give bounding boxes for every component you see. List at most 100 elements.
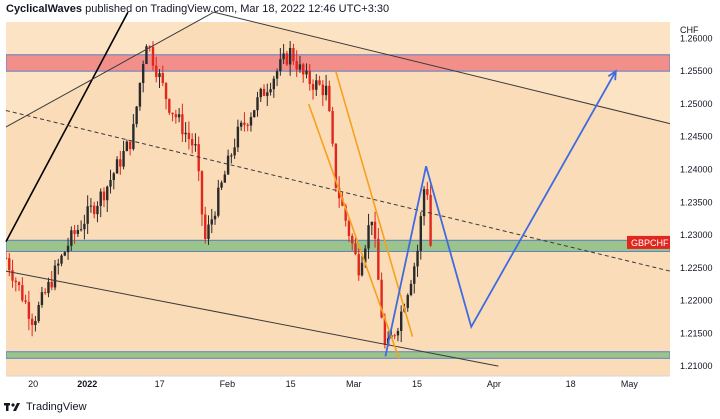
zone-resistance[interactable] bbox=[6, 54, 670, 72]
candle[interactable] bbox=[86, 195, 89, 234]
author-name[interactable]: CyclicalWaves bbox=[6, 3, 83, 15]
candle[interactable] bbox=[272, 75, 276, 98]
candle[interactable] bbox=[135, 105, 138, 128]
candle[interactable] bbox=[92, 201, 96, 219]
candle[interactable] bbox=[210, 208, 213, 234]
candle[interactable] bbox=[181, 103, 184, 143]
candle[interactable] bbox=[249, 112, 253, 132]
trendline[interactable] bbox=[5, 270, 499, 367]
candle[interactable] bbox=[132, 114, 135, 151]
candle[interactable] bbox=[285, 50, 289, 67]
candle[interactable] bbox=[220, 180, 223, 191]
candle[interactable] bbox=[125, 139, 129, 152]
candle[interactable] bbox=[207, 215, 210, 245]
candle[interactable] bbox=[30, 313, 34, 337]
candle[interactable] bbox=[409, 279, 413, 297]
candle[interactable] bbox=[155, 56, 158, 83]
candle[interactable] bbox=[89, 198, 93, 213]
candle[interactable] bbox=[73, 225, 76, 244]
candle[interactable] bbox=[174, 109, 178, 124]
candle[interactable] bbox=[262, 84, 266, 97]
trendline[interactable] bbox=[5, 11, 129, 242]
candle[interactable] bbox=[102, 187, 106, 208]
candle[interactable] bbox=[27, 290, 31, 331]
candle[interactable] bbox=[112, 171, 115, 190]
candle[interactable] bbox=[305, 63, 308, 79]
candle[interactable] bbox=[70, 226, 73, 251]
candle[interactable] bbox=[106, 185, 109, 212]
candle[interactable] bbox=[76, 224, 80, 238]
candle[interactable] bbox=[177, 108, 181, 123]
trendline[interactable] bbox=[5, 110, 671, 272]
candle[interactable] bbox=[295, 50, 298, 77]
candle[interactable] bbox=[292, 43, 295, 65]
candle[interactable] bbox=[302, 62, 305, 83]
candle[interactable] bbox=[37, 301, 40, 324]
candle[interactable] bbox=[34, 316, 37, 332]
candle[interactable] bbox=[96, 201, 99, 223]
candle[interactable] bbox=[230, 153, 233, 164]
candle[interactable] bbox=[171, 112, 174, 122]
candle[interactable] bbox=[318, 75, 321, 86]
time-axis[interactable]: 20 2022 17 Feb 15 Mar 15 Apr 18 May bbox=[6, 375, 670, 389]
candle[interactable] bbox=[119, 150, 122, 175]
candle[interactable] bbox=[311, 79, 315, 100]
candle[interactable] bbox=[79, 220, 83, 232]
candle[interactable] bbox=[377, 228, 380, 280]
candle[interactable] bbox=[5, 251, 8, 260]
candle[interactable] bbox=[24, 294, 27, 305]
candle[interactable] bbox=[266, 83, 269, 106]
candle[interactable] bbox=[298, 55, 302, 73]
candle[interactable] bbox=[360, 255, 364, 277]
falling-wedge-line[interactable] bbox=[307, 103, 400, 359]
candle[interactable] bbox=[168, 98, 171, 115]
candle[interactable] bbox=[334, 143, 338, 192]
candle[interactable] bbox=[115, 156, 119, 174]
candle[interactable] bbox=[331, 106, 334, 147]
candle[interactable] bbox=[413, 262, 416, 294]
candle[interactable] bbox=[109, 169, 112, 194]
candle[interactable] bbox=[269, 82, 272, 96]
candle[interactable] bbox=[99, 188, 102, 218]
candle[interactable] bbox=[184, 122, 187, 143]
footer-brand[interactable]: TradingView bbox=[4, 398, 87, 416]
candle[interactable] bbox=[328, 80, 331, 112]
candle[interactable] bbox=[347, 217, 351, 243]
candle[interactable] bbox=[190, 133, 194, 154]
candle[interactable] bbox=[164, 82, 168, 110]
candle[interactable] bbox=[373, 211, 377, 248]
candle[interactable] bbox=[138, 82, 142, 111]
candle[interactable] bbox=[21, 277, 24, 303]
candle[interactable] bbox=[406, 293, 409, 312]
candle[interactable] bbox=[351, 233, 354, 251]
candle[interactable] bbox=[246, 122, 249, 132]
plot-area[interactable] bbox=[5, 12, 670, 376]
candle[interactable] bbox=[370, 221, 374, 236]
candle[interactable] bbox=[57, 258, 60, 275]
candle[interactable] bbox=[422, 186, 426, 226]
candle[interactable] bbox=[187, 121, 191, 150]
candle[interactable] bbox=[128, 141, 132, 156]
projection-path[interactable] bbox=[384, 70, 617, 357]
candle[interactable] bbox=[204, 206, 207, 244]
price-axis[interactable]: CHF 1.21000 1.21500 1.22000 1.22500 1.23000 1.… bbox=[627, 22, 720, 377]
candle[interactable] bbox=[275, 68, 279, 87]
candle[interactable] bbox=[63, 251, 66, 257]
candle[interactable] bbox=[66, 237, 70, 260]
trendline[interactable] bbox=[5, 11, 215, 128]
candle[interactable] bbox=[282, 43, 285, 65]
candle[interactable] bbox=[194, 133, 197, 152]
candle[interactable] bbox=[213, 211, 217, 225]
symbol-label-badge[interactable] bbox=[627, 235, 670, 249]
candle[interactable] bbox=[256, 91, 259, 117]
candle[interactable] bbox=[357, 248, 360, 281]
candle[interactable] bbox=[40, 286, 44, 308]
candle[interactable] bbox=[158, 69, 161, 89]
candle[interactable] bbox=[426, 181, 429, 200]
candle[interactable] bbox=[419, 211, 423, 260]
candle[interactable] bbox=[236, 119, 240, 153]
candle[interactable] bbox=[145, 44, 148, 65]
candle[interactable] bbox=[324, 74, 328, 101]
candle[interactable] bbox=[161, 65, 164, 87]
